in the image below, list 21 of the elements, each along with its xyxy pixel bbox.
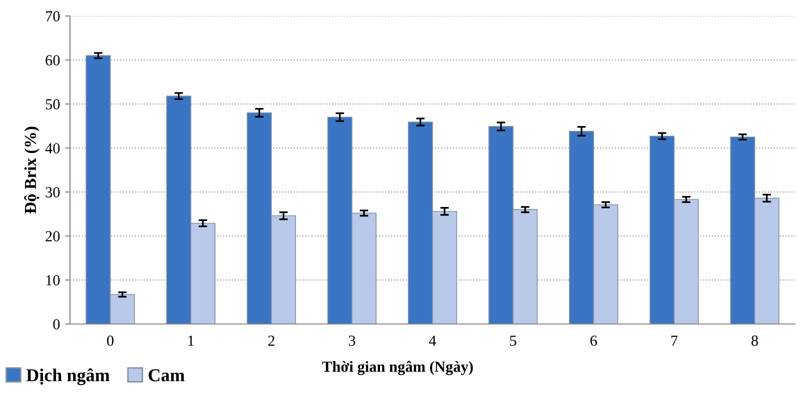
x-tick-label: 8 (751, 336, 758, 346)
x-axis-title: Thời gian ngâm (Ngày) (322, 360, 473, 376)
x-tick-label: 5 (510, 336, 516, 346)
y-tick-label: 40 (45, 143, 60, 154)
y-tick-label: 70 (46, 11, 60, 22)
y-tick-label: 10 (46, 275, 60, 286)
y-tick-label: 0 (53, 319, 60, 330)
y-tick-label: 20 (46, 231, 60, 242)
x-tick-label: 1 (188, 336, 194, 346)
x-tick-label: 4 (428, 336, 436, 346)
x-tick-label: 0 (107, 336, 114, 346)
legend-label: Dịch ngâm (26, 368, 110, 386)
y-tick-label: 50 (46, 99, 60, 110)
x-tick-label: 2 (268, 336, 274, 346)
x-tick-label: 7 (671, 336, 678, 346)
legend-label: Cam (148, 369, 185, 382)
y-tick-label: 30 (46, 187, 60, 198)
x-tick-label: 6 (590, 336, 597, 346)
y-tick-label: 60 (46, 55, 60, 66)
x-tick-label: 3 (348, 336, 356, 346)
y-axis-title: Độ Brix (%) (24, 126, 40, 214)
